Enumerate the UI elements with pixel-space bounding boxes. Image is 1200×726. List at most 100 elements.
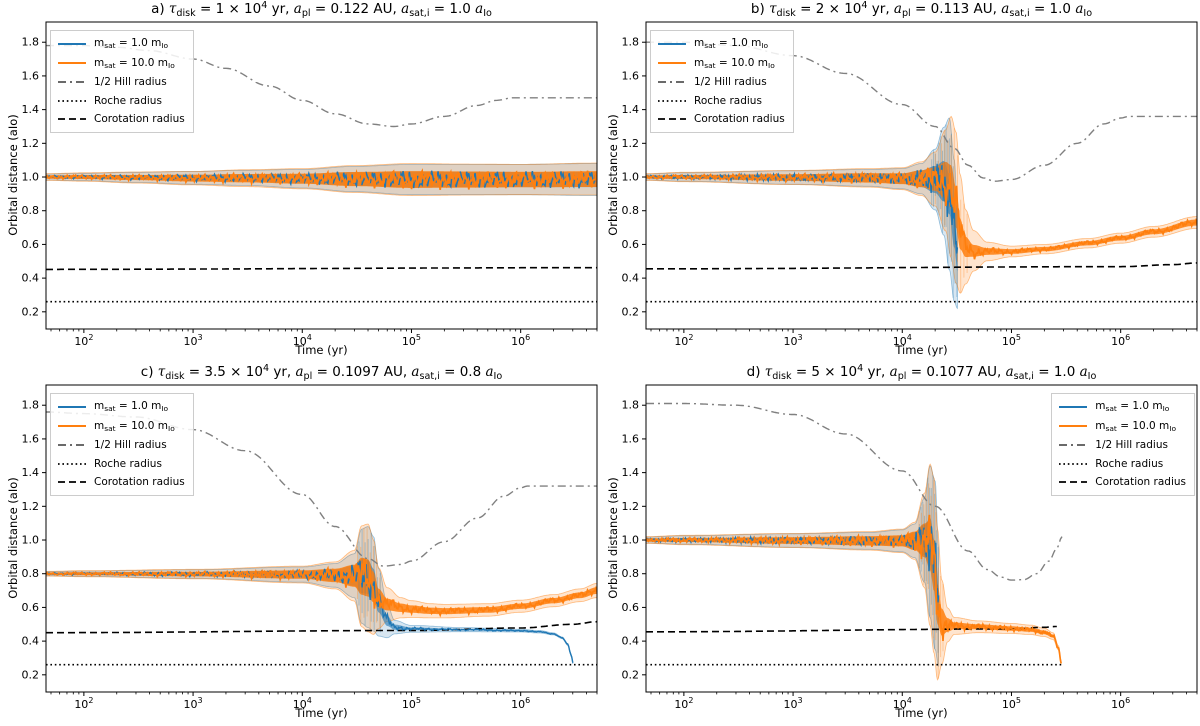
y-tick-label: 0.6 <box>22 601 40 614</box>
legend-label-sat1: msat = 1.0 mIo <box>1095 400 1170 414</box>
panel-d-ylabel: Orbital distance (aIo) <box>606 477 620 599</box>
legend-item-roche: Roche radius <box>657 92 785 111</box>
legend-label-sat10: msat = 10.0 mIo <box>694 56 775 70</box>
a-corotation-radius-line <box>46 266 597 271</box>
panel-d: 102 103 104 105 106 0.2 0.4 0.6 0.8 1.0 1.2 1.4 1.6 1… <box>600 363 1200 726</box>
legend-sample-roche <box>658 99 686 102</box>
legend-item-roche: Roche radius <box>1058 455 1186 474</box>
panel-a-title: a) τdisk = 1 × 104 yr, apl = 0.122 AU, a… <box>151 0 492 19</box>
panel-a-xlabel: Time (yr) <box>295 343 348 357</box>
legend-label-coro: Corotation radius <box>1095 476 1186 488</box>
y-tick-label: 0.6 <box>622 601 640 614</box>
c-sat10-line <box>46 558 597 618</box>
d-corotation-radius-line <box>646 625 1057 633</box>
y-tick-label: 0.4 <box>22 272 40 285</box>
legend-sample-hill <box>58 81 86 84</box>
y-tick-label: 0.8 <box>22 204 40 217</box>
y-tick-label: 1.6 <box>622 69 640 82</box>
y-tick-label: 1.0 <box>622 534 640 547</box>
d-sat10-inner-band <box>646 519 1062 664</box>
legend-label-coro: Corotation radius <box>694 113 785 125</box>
legend-item-roche: Roche radius <box>57 455 185 474</box>
legend-label-sat1: msat = 1.0 mIo <box>94 37 169 51</box>
legend-label-sat1: msat = 1.0 mIo <box>94 400 169 414</box>
axes-frame <box>45 384 598 693</box>
legend-sample-coro <box>58 118 86 121</box>
b-corotation-radius-line <box>646 262 1197 270</box>
chart-b: 102 103 104 105 1060.20.40.60.81.01.21.41.61… <box>622 21 1198 348</box>
d-sat10-line <box>646 514 1062 664</box>
axes-frame <box>45 21 598 330</box>
legend-item-hill: 1/2 Hill radius <box>57 73 185 92</box>
d-sat10-outer-band <box>646 463 1062 681</box>
legend-sample-sat1 <box>1059 405 1088 408</box>
panel-c-xlabel: Time (yr) <box>295 706 348 720</box>
chart-c: 102 103 104 105 1060.20.40.60.81.01.21.41.61… <box>22 384 598 711</box>
legend-item-sat10: msat = 10.0 mIo <box>57 54 185 74</box>
panel-d-legend: msat = 1.0 mIo msat = 10.0 mIo 1/2 Hill ra… <box>1051 393 1195 496</box>
chart-d: 102 103 104 105 1060.20.40.60.81.01.21.41.61… <box>622 384 1198 711</box>
y-tick-label: 1.0 <box>622 171 640 184</box>
panel-b-legend: msat = 1.0 mIo msat = 10.0 mIo 1/2 Hill ra… <box>650 30 794 133</box>
c-corotation-radius-line <box>46 620 597 634</box>
panel-a: 102 103 104 105 106 0.2 0.4 0.6 0.8 1.0 1.2 1.4 1.6 1… <box>0 0 600 363</box>
y-tick-label: 1.2 <box>22 137 40 150</box>
panel-d-title: d) τdisk = 5 × 104 yr, apl = 0.1077 AU, … <box>746 363 1097 382</box>
legend-label-coro: Corotation radius <box>94 476 185 488</box>
panel-b: 102 103 104 105 106 0.2 0.4 0.6 0.8 1.0 1.2 1.4 1.6 1… <box>600 0 1200 363</box>
y-tick-label: 0.8 <box>22 567 40 580</box>
axes-b: 102 103 104 105 1060.20.40.60.81.01.21.41.61… <box>622 21 1198 348</box>
y-tick-label: 1.6 <box>22 69 40 82</box>
chart-a: 102 103 104 105 1060.20.40.60.81.01.21.41.61… <box>22 21 598 348</box>
y-tick-label: 1.8 <box>622 399 640 412</box>
b-sat1-outer-band <box>646 117 958 310</box>
panel-d-xlabel: Time (yr) <box>895 706 948 720</box>
legend-sample-roche <box>1059 462 1088 465</box>
legend-label-roche: Roche radius <box>1095 457 1164 470</box>
legend-label-hill: 1/2 Hill radius <box>1095 439 1168 451</box>
panel-a-ylabel: Orbital distance (aIo) <box>6 114 20 236</box>
axes-frame <box>645 384 1198 693</box>
y-tick-label: 0.8 <box>622 204 640 217</box>
legend-item-coro: Corotation radius <box>57 473 185 492</box>
y-tick-label: 0.6 <box>622 238 640 251</box>
legend-sample-hill <box>1059 444 1088 447</box>
panel-b-title: b) τdisk = 2 × 104 yr, apl = 0.113 AU, a… <box>750 0 1093 19</box>
d-sat1-outer-band <box>646 465 939 667</box>
y-tick-label: 0.2 <box>622 668 640 681</box>
y-tick-label: 1.2 <box>622 500 640 513</box>
legend-sample-sat10 <box>58 62 86 65</box>
legend-label-roche: Roche radius <box>94 94 162 107</box>
y-tick-label: 1.2 <box>22 500 40 513</box>
y-tick-label: 1.0 <box>22 171 40 184</box>
legend-sample-roche <box>58 99 86 102</box>
y-tick-label: 0.4 <box>622 272 640 285</box>
b-sat10-line <box>646 167 1197 260</box>
legend-item-sat1: msat = 1.0 mIo <box>57 397 185 417</box>
legend-label-roche: Roche radius <box>94 457 162 470</box>
y-tick-label: 1.4 <box>622 466 640 479</box>
panel-c-ylabel: Orbital distance (aIo) <box>6 477 20 599</box>
c-sat1-outer-band <box>46 526 574 664</box>
y-tick-label: 0.6 <box>22 238 40 251</box>
legend-label-sat10: msat = 10.0 mIo <box>1095 419 1177 433</box>
y-tick-label: 1.4 <box>22 466 40 479</box>
y-tick-label: 0.4 <box>622 635 640 648</box>
legend-item-hill: 1/2 Hill radius <box>57 436 185 455</box>
legend-sample-coro <box>58 481 86 484</box>
panel-c-legend: msat = 1.0 mIo msat = 10.0 mIo 1/2 Hill ra… <box>50 393 194 496</box>
legend-label-coro: Corotation radius <box>94 113 185 125</box>
y-tick-label: 1.8 <box>22 36 40 49</box>
legend-label-sat10: msat = 10.0 mIo <box>94 419 175 433</box>
legend-sample-sat1 <box>58 405 86 408</box>
legend-item-sat10: msat = 10.0 mIo <box>1058 417 1186 437</box>
legend-sample-sat10 <box>658 62 686 65</box>
panel-c: 102 103 104 105 106 0.2 0.4 0.6 0.8 1.0 1.2 1.4 1.6 1… <box>0 363 600 726</box>
a-sat10-line <box>46 168 597 191</box>
legend-sample-sat1 <box>58 42 86 45</box>
legend-item-sat10: msat = 10.0 mIo <box>657 54 785 74</box>
legend-item-roche: Roche radius <box>57 92 185 111</box>
y-tick-label: 1.4 <box>22 103 40 116</box>
b-sat10-inner-band <box>646 161 1197 257</box>
